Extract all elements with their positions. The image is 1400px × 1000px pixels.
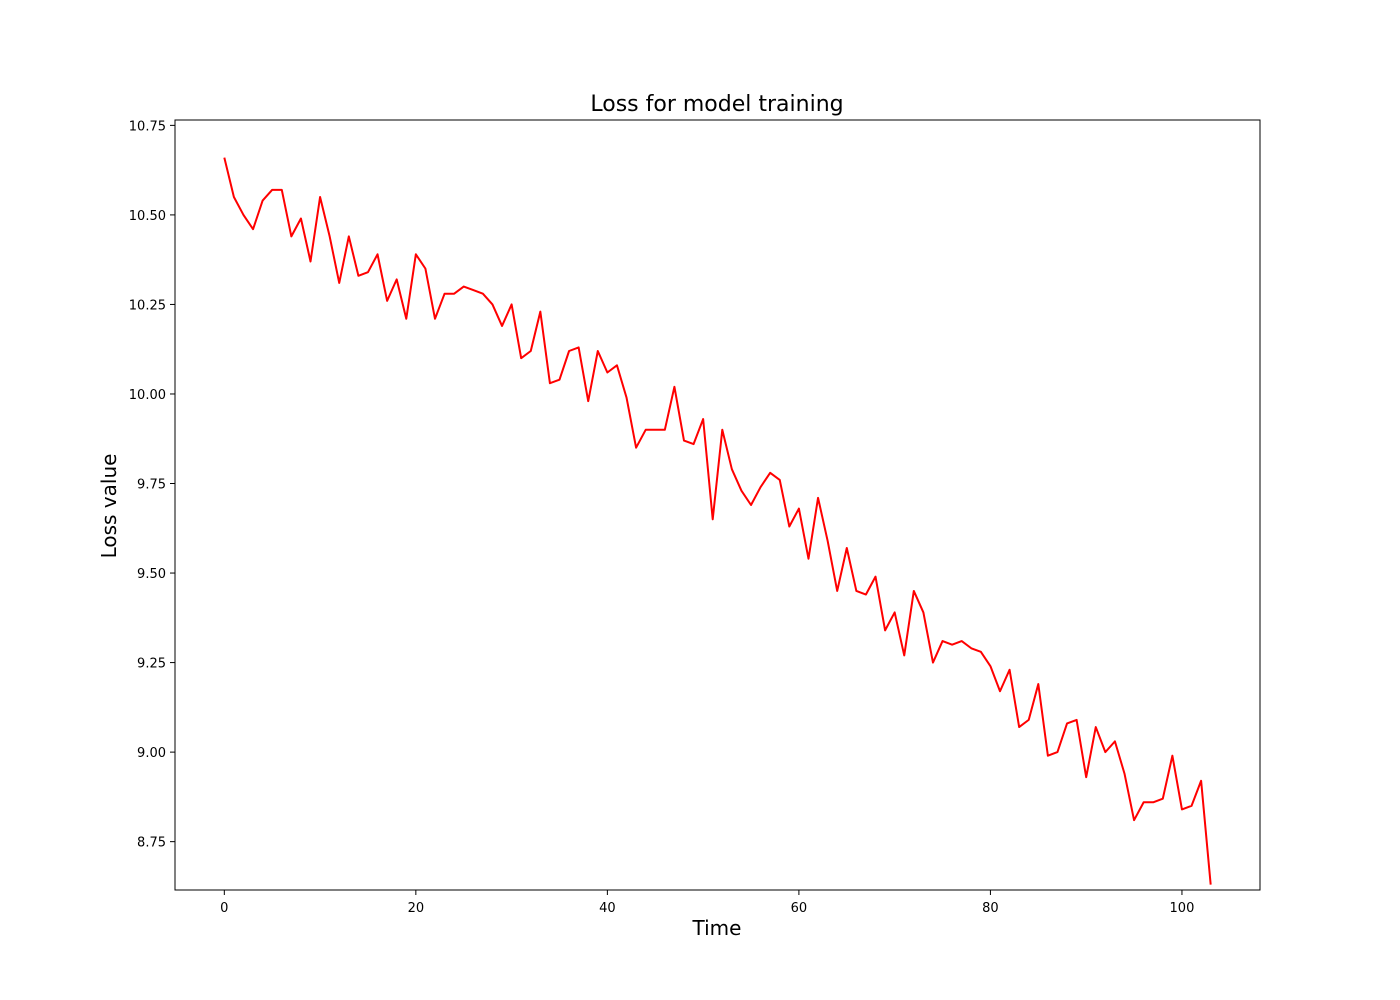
y-tick-label: 9.00 (137, 746, 166, 761)
y-axis-ticks: 8.75 9.00 9.25 9.50 9.75 10.00 10.25 10.50 10.75 (129, 119, 175, 851)
x-axis-label: Time (692, 916, 742, 940)
y-tick-label: 10.00 (129, 388, 166, 403)
x-tick-label: 60 (791, 901, 808, 916)
x-tick-label: 0 (220, 901, 228, 916)
x-tick-label: 100 (1170, 901, 1195, 916)
plot-area-frame (174, 119, 1261, 891)
y-tick-label: 10.75 (129, 119, 166, 134)
y-tick-label: 8.75 (137, 836, 166, 851)
chart-title: Loss for model training (590, 92, 843, 117)
series-layer (223, 157, 1212, 885)
y-tick-label: 9.25 (137, 657, 166, 672)
y-tick-label: 10.25 (129, 298, 166, 313)
loss-series-line (223, 157, 1212, 885)
y-axis-label: Loss value (97, 454, 121, 559)
y-tick-label: 9.50 (137, 567, 166, 582)
x-axis-ticks: 0 20 40 60 80 100 (220, 890, 1194, 916)
x-tick-label: 20 (408, 901, 425, 916)
x-tick-label: 80 (982, 901, 999, 916)
y-tick-label: 9.75 (137, 478, 166, 493)
x-tick-label: 40 (599, 901, 616, 916)
y-tick-label: 10.50 (129, 209, 166, 224)
